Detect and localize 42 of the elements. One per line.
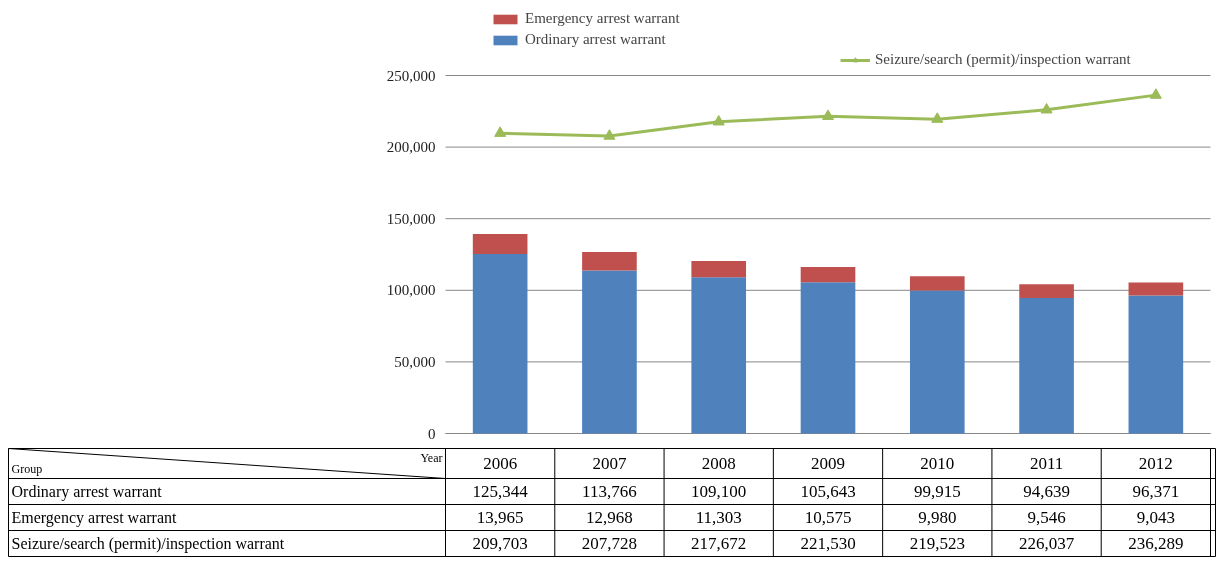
data-label: 12,968 [586, 508, 633, 527]
data-label: 221,530 [800, 534, 856, 553]
data-label: 207,728 [581, 534, 638, 553]
data-label: 94,639 [1023, 482, 1070, 501]
x-tick-label: 2008 [701, 454, 736, 473]
y-tick-label: 150,000 [386, 210, 436, 227]
y-tick-label: 100,000 [386, 282, 436, 299]
text: Year [420, 450, 443, 465]
y-tick-label: 0 [428, 425, 436, 442]
data-label: 109,100 [691, 482, 747, 501]
data-label: 105,643 [800, 482, 856, 501]
data-label: 226,037 [1018, 534, 1075, 553]
text: Ordinary arrest warrant [11, 483, 162, 500]
y-tick-label: 200,000 [386, 139, 436, 156]
legend-label: Emergency arrest warrant [525, 10, 680, 27]
legend-label: Seizure/search (permit)/inspection warrant [875, 51, 1131, 68]
y-tick-label: 50,000 [394, 353, 436, 370]
data-label: 9,546 [1027, 508, 1066, 527]
data-label: 236,289 [1128, 534, 1184, 553]
x-tick-label: 2012 [1138, 454, 1173, 473]
text: Emergency arrest warrant [11, 509, 177, 526]
data-label: 125,344 [472, 482, 529, 501]
text: Group [11, 461, 43, 476]
data-label: 9,980 [918, 508, 957, 527]
y-tick-label: 250,000 [386, 67, 436, 84]
x-tick-label: 2006 [483, 454, 518, 473]
x-tick-label: 2007 [592, 454, 627, 473]
x-tick-label: 2011 [1029, 454, 1064, 473]
x-tick-label: 2010 [920, 454, 955, 473]
legend-label: Ordinary arrest warrant [525, 31, 666, 48]
data-label: 219,523 [909, 534, 965, 553]
data-label: 209,703 [472, 534, 528, 553]
text: Seizure/search (permit)/inspection warrant [11, 535, 285, 552]
x-tick-label: 2009 [811, 454, 845, 473]
data-label: 113,766 [582, 482, 637, 501]
data-label: 13,965 [476, 508, 524, 527]
data-label: 99,915 [913, 482, 961, 501]
data-label: 10,575 [804, 508, 852, 527]
data-label: 96,371 [1132, 482, 1180, 501]
data-label: 217,672 [691, 534, 747, 553]
data-label: 11,303 [695, 508, 742, 527]
data-label: 9,043 [1136, 508, 1175, 527]
